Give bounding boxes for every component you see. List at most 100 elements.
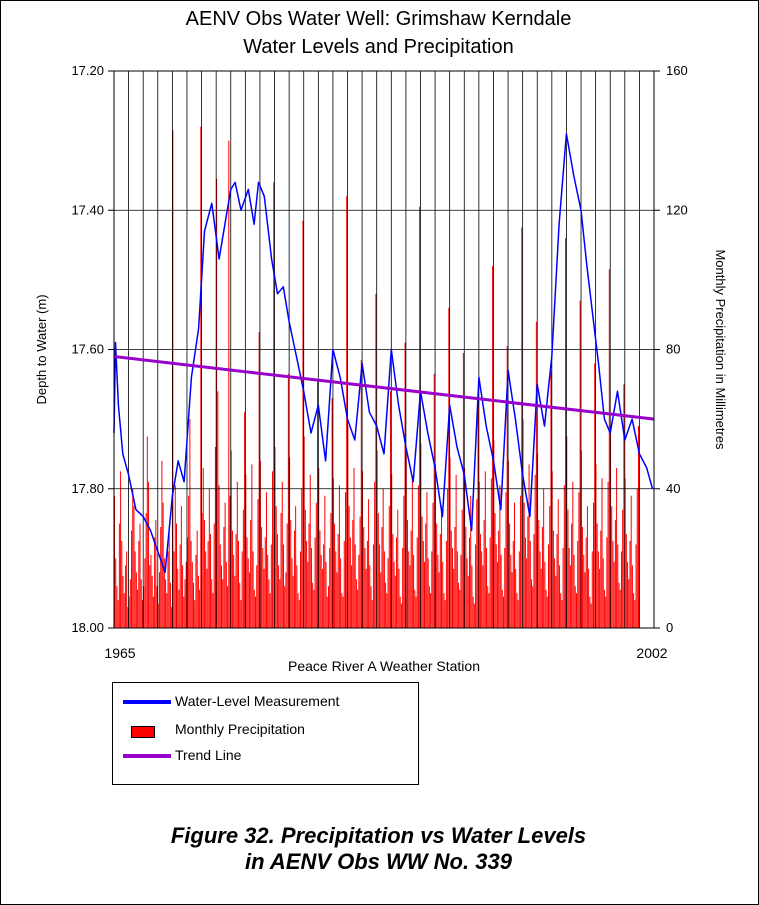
precipitation-bar [146, 436, 148, 628]
precipitation-bar [197, 575, 199, 628]
precipitation-bar [270, 544, 272, 628]
precipitation-bar [228, 140, 230, 629]
precipitation-bar [281, 481, 283, 628]
precipitation-bar [385, 582, 387, 628]
precipitation-bar [348, 506, 350, 628]
precipitation-bar [637, 426, 639, 628]
precipitation-bar [614, 520, 616, 628]
precipitation-bar [230, 450, 232, 628]
x-tick-label: 2002 [636, 645, 667, 661]
precipitation-bar [424, 561, 426, 628]
precipitation-bar [143, 586, 145, 628]
precipitation-bar [276, 534, 278, 628]
precipitation-bar [471, 565, 473, 628]
y-left-tick-label: 17.40 [71, 202, 104, 217]
y-right-tick-label: 0 [666, 620, 673, 635]
precipitation-bar [375, 293, 377, 628]
precipitation-bar [574, 586, 576, 628]
precipitation-bar [357, 589, 359, 628]
precipitation-bar [625, 534, 627, 628]
precipitation-bar [256, 565, 258, 628]
precipitation-bar [205, 551, 207, 628]
precipitation-bar [310, 547, 312, 628]
precipitation-bar [122, 575, 124, 628]
precipitation-bar [381, 527, 383, 628]
precipitation-bar [605, 596, 607, 628]
precipitation-bar [151, 575, 153, 628]
precipitation-bar [511, 572, 513, 628]
precipitation-bar [549, 506, 551, 628]
precipitation-bar [139, 523, 141, 628]
precipitation-bar [591, 551, 593, 628]
figure-caption-line2: in AENV Obs WW No. 339 [245, 849, 512, 874]
precipitation-bar [408, 551, 410, 628]
precipitation-bar [365, 568, 367, 628]
precipitation-bar [199, 589, 201, 628]
precipitation-bar [483, 520, 485, 628]
precipitation-bar [321, 568, 323, 628]
precipitation-bar [600, 530, 602, 628]
precipitation-bar [383, 551, 385, 628]
precipitation-bar [131, 530, 133, 628]
precipitation-bar [137, 589, 139, 628]
precipitation-bar [524, 537, 526, 628]
precipitation-bar [627, 561, 629, 628]
precipitation-bar [510, 554, 512, 628]
precipitation-bar [532, 586, 534, 628]
precipitation-bar [168, 534, 170, 628]
precipitation-bar [160, 527, 162, 628]
precipitation-bar [399, 596, 401, 628]
precipitation-bar [535, 321, 537, 628]
precipitation-bar [263, 568, 265, 628]
precipitation-bar [207, 540, 209, 628]
precipitation-bar [338, 485, 340, 628]
precipitation-bar [622, 509, 624, 628]
precipitation-bar [499, 485, 501, 628]
precipitation-bar [195, 554, 197, 628]
precipitation-bar [253, 589, 255, 628]
precipitation-bar [317, 380, 319, 628]
precipitation-bar [545, 589, 547, 628]
precipitation-bar [349, 537, 351, 628]
precipitation-bar [265, 492, 267, 628]
precipitation-bar [470, 495, 472, 628]
precipitation-bar [486, 547, 488, 628]
precipitation-bar [189, 419, 191, 629]
precipitation-bar [372, 544, 374, 628]
precipitation-bar [488, 593, 490, 628]
precipitation-bar [417, 485, 419, 628]
precipitation-bar [252, 551, 254, 628]
precipitation-bar [439, 534, 441, 628]
precipitation-bar [304, 509, 306, 628]
precipitation-bar [262, 547, 264, 628]
precipitation-bar [467, 575, 469, 628]
water-level-line [113, 132, 654, 574]
precipitation-bar [140, 579, 142, 628]
precipitation-bar [313, 589, 315, 628]
precipitation-bar [396, 537, 398, 628]
precipitation-bar [421, 516, 423, 628]
precipitation-bar [250, 520, 252, 628]
precipitation-bar [561, 600, 563, 628]
precipitation-bar [167, 551, 169, 628]
precipitation-bar [392, 534, 394, 628]
precipitation-bar [548, 544, 550, 628]
precipitation-bar [455, 474, 457, 628]
precipitation-bar [177, 568, 179, 628]
precipitation-bar [443, 593, 445, 628]
precipitation-bar [360, 359, 362, 628]
precipitation-bar [285, 572, 287, 628]
precipitation-bar [505, 492, 507, 628]
precipitation-bar [533, 534, 535, 628]
precipitation-bar [329, 547, 331, 628]
precipitation-bar [586, 506, 588, 628]
precipitation-bar [290, 520, 292, 628]
precipitation-bar [269, 593, 271, 628]
precipitation-bar [432, 502, 434, 628]
precipitation-bar [546, 596, 548, 628]
precipitation-bar [620, 551, 622, 628]
precipitation-bar [527, 516, 529, 628]
precipitation-bar [352, 520, 354, 628]
precipitation-bar [184, 579, 186, 628]
